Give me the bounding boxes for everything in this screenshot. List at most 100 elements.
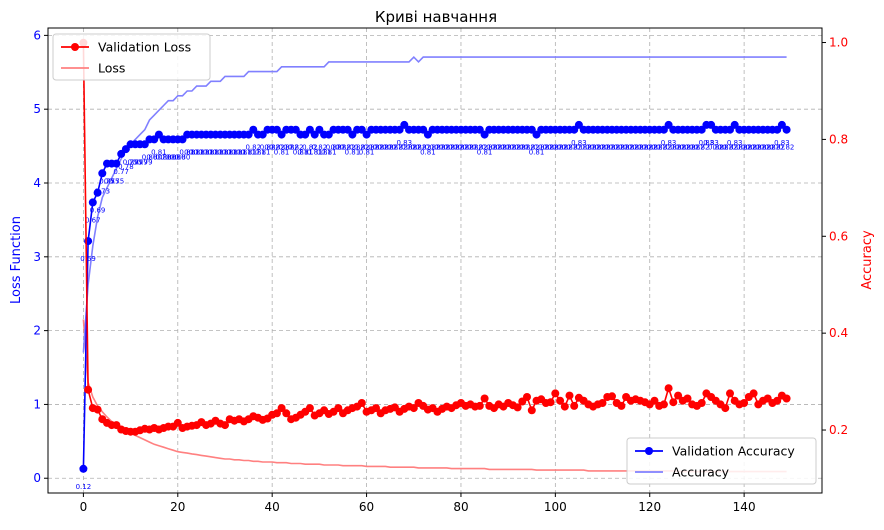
val-accuracy-data-label: 0.82 [515,144,531,152]
x-tick-label: 60 [359,500,374,514]
val-accuracy-data-label: 0.82 [246,144,262,152]
val-accuracy-data-label: 0.83 [397,139,413,147]
val-loss-point [608,392,616,401]
val-accuracy-data-label: 0.81 [307,149,323,157]
val-accuracy-data-label: 0.82 [467,144,483,152]
val-accuracy-data-label: 0.82 [354,144,370,152]
val-accuracy-data-label: 0.82 [312,144,328,152]
y-right-tick-label: 0.8 [829,132,848,146]
val-accuracy-data-label: 0.69 [90,207,106,215]
chart-title: Криві навчання [375,8,497,26]
val-accuracy-data-label: 0.81 [194,149,210,157]
val-loss-point [480,394,489,403]
val-accuracy-data-label: 0.82 [326,144,342,152]
val-accuracy-data-label: 0.82 [623,144,639,152]
val-accuracy-data-label: 0.82 [722,144,738,152]
val-accuracy-data-label: 0.82 [364,144,380,152]
val-accuracy-data-label: 0.80 [161,153,177,161]
val-accuracy-data-label: 0.81 [293,149,309,157]
val-loss-point [617,401,626,410]
val-accuracy-data-label: 0.82 [406,144,422,152]
val-loss-point [659,400,668,409]
legend-box [626,437,817,485]
val-accuracy-data-label: 0.82 [604,144,620,152]
val-loss-point [409,404,418,413]
val-accuracy-data-label: 0.82 [633,144,649,152]
val-loss-point [277,404,286,413]
val-accuracy-data-label: 0.83 [571,139,587,147]
val-accuracy-data-label: 0.81 [236,149,252,157]
val-accuracy-data-label: 0.80 [175,153,191,161]
val-loss-point [173,418,182,427]
val-loss-point [272,409,281,418]
val-accuracy-data-label: 0.82 [288,144,304,152]
val-loss-point [740,399,749,407]
y-left-tick-label: 1 [33,397,41,411]
val-accuracy-data-label: 0.79 [123,158,139,166]
val-accuracy-data-label: 0.82 [736,144,752,152]
val-accuracy-data-label: 0.82 [496,144,512,152]
val-accuracy-data-label: 0.82 [392,144,408,152]
val-loss-point [282,409,291,418]
val-accuracy-data-label: 0.82 [647,144,663,152]
val-accuracy-data-label: 0.82 [552,144,568,152]
val-accuracy-point [258,130,267,139]
val-accuracy-data-label: 0.82 [637,144,653,152]
legend-accuracy: Validation Accuracy Accuracy [626,437,817,485]
val-accuracy-data-label: 0.75 [104,178,120,186]
val-accuracy-data-label: 0.82 [585,144,601,152]
val-accuracy-data-label: 0.82 [463,144,479,152]
val-accuracy-data-label: 0.81 [208,149,224,157]
val-accuracy-data-label: 0.82 [524,144,540,152]
val-accuracy-data-label: 0.81 [241,149,257,157]
val-accuracy-data-label: 0.81 [217,149,233,157]
x-tick-label: 120 [638,500,661,514]
val-accuracy-data-label: 0.82 [566,144,582,152]
val-accuracy-data-label: 0.82 [453,144,469,152]
val-accuracy-data-label: 0.82 [430,144,446,152]
val-loss-point [773,396,782,405]
val-accuracy-data-label: 0.82 [732,144,748,152]
val-accuracy-data-label: 0.82 [505,144,521,152]
val-accuracy-data-label: 0.82 [533,144,549,152]
val-accuracy-data-label: 0.81 [529,149,545,157]
val-accuracy-data-label: 0.81 [274,149,290,157]
val-accuracy-data-label: 0.82 [642,144,658,152]
val-accuracy-data-label: 0.82 [335,144,351,152]
val-accuracy-data-label: 0.81 [359,149,375,157]
val-loss-point [721,404,730,413]
val-accuracy-data-label: 0.82 [264,144,280,152]
val-loss-point [782,394,791,403]
val-accuracy-data-label: 0.82 [349,144,365,152]
val-accuracy-data-label: 0.81 [184,149,200,157]
val-accuracy-data-label: 0.81 [189,149,205,157]
val-accuracy-data-label: 0.80 [146,153,162,161]
val-loss-point [372,404,380,413]
val-loss-point [546,398,555,407]
val-accuracy-data-label: 0.59 [80,255,96,263]
val-accuracy-point [93,188,102,197]
val-accuracy-data-label: 0.83 [699,139,715,147]
val-loss-point [726,389,734,398]
val-accuracy-data-label: 0.82 [675,144,691,152]
val-loss-point [513,403,522,412]
legend-loss: Validation Loss Loss [52,33,211,81]
y-left-tick-label: 6 [33,28,41,42]
val-loss-point [357,399,366,407]
val-accuracy-data-label: 0.82 [614,144,630,152]
val-accuracy-data-label: 0.82 [581,144,597,152]
val-accuracy-point [475,125,484,134]
val-accuracy-data-label: 0.82 [590,144,606,152]
val-accuracy-data-label: 0.81 [203,149,219,157]
val-accuracy-data-label: 0.75 [109,178,125,186]
val-accuracy-data-label: 0.81 [227,149,243,157]
val-accuracy-data-label: 0.79 [128,158,144,166]
val-accuracy-data-label: 0.82 [684,144,700,152]
val-accuracy-data-label: 0.82 [595,144,611,152]
val-accuracy-data-label: 0.75 [99,178,115,186]
val-accuracy-data-label: 0.82 [482,144,498,152]
val-accuracy-data-label: 0.82 [378,144,394,152]
legend-label: Accuracy [672,465,730,480]
val-loss-point [560,402,569,411]
val-accuracy-data-label: 0.82 [444,144,460,152]
